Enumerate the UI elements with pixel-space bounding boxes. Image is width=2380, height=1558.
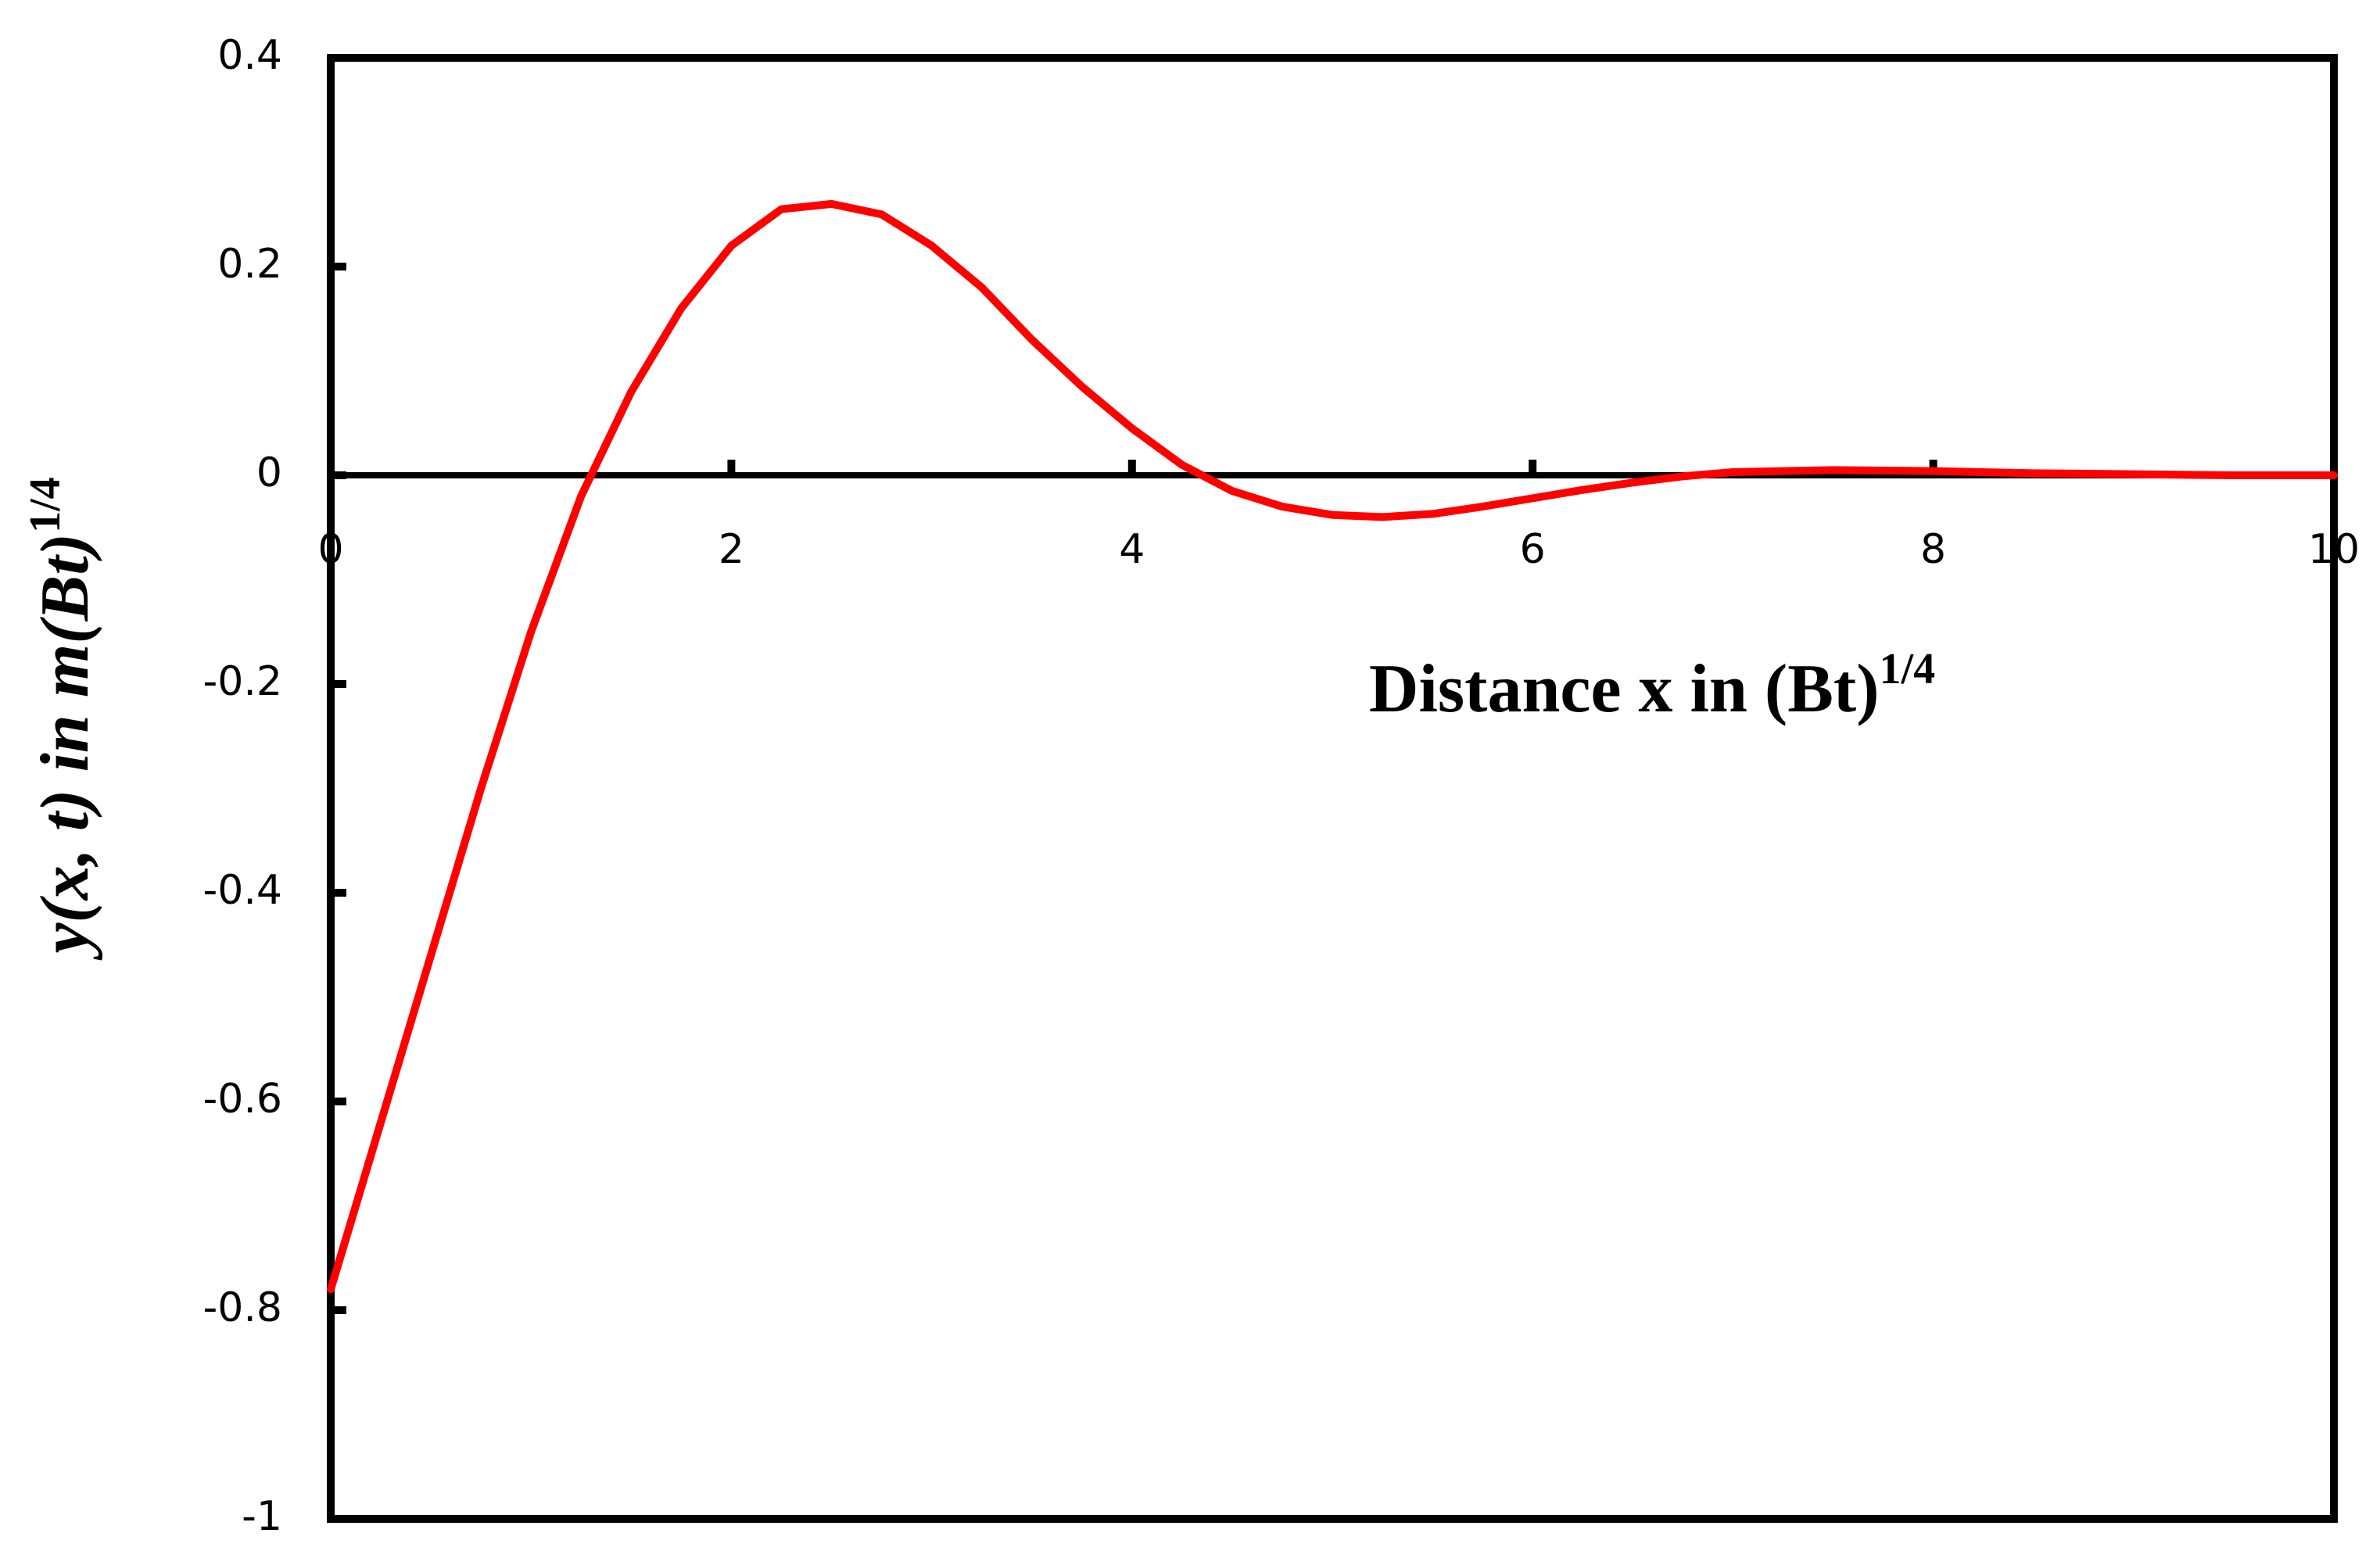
x-tick-label: 0 — [317, 526, 343, 573]
y-tick-label: 0.2 — [217, 241, 282, 288]
plot-border — [327, 54, 2338, 1523]
y-axis-title: y(x, t) in m(Bt)1/4 — [21, 477, 103, 960]
x-tick-label: 6 — [1520, 526, 1546, 573]
x-tick-label: 4 — [1119, 526, 1145, 573]
x-tick-label: 2 — [719, 526, 744, 573]
x-axis-title: Distance x in (Bt)1/4 — [1369, 645, 1935, 727]
x-tick-label: 8 — [1920, 526, 1946, 573]
y-axis-title-text: y(x, t) in m(Bt) — [27, 533, 103, 961]
x-axis-title-sup: 1/4 — [1880, 645, 1936, 693]
y-axis-title-sup: 1/4 — [21, 477, 70, 533]
x-axis-title-text: Distance x in (Bt) — [1369, 651, 1880, 727]
y-tick-label: -0.8 — [203, 1284, 282, 1331]
data-line — [327, 199, 2338, 1294]
y-tick-label: -1 — [242, 1493, 282, 1540]
y-tick-label: -0.2 — [203, 658, 282, 705]
y-tick-label: -0.6 — [203, 1076, 282, 1123]
x-tick-label: 10 — [2308, 526, 2360, 573]
y-tick-label: -0.4 — [203, 867, 282, 914]
y-tick-label: 0 — [256, 449, 282, 496]
y-tick-label: 0.4 — [217, 32, 282, 79]
